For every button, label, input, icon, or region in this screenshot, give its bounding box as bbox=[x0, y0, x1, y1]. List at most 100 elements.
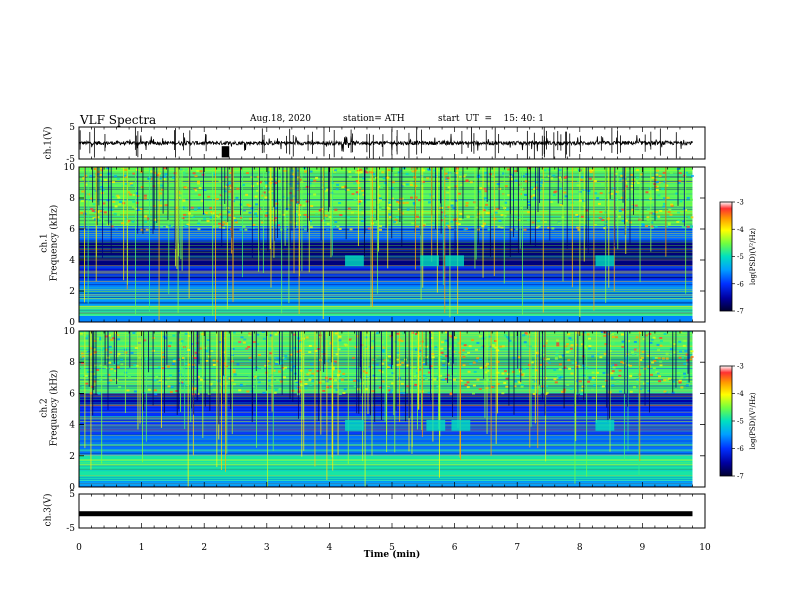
ch1-spectrogram-speckle bbox=[657, 215, 661, 218]
ch1-spectrogram-speckle bbox=[359, 199, 363, 202]
ch1-spectrogram-speckle bbox=[550, 177, 554, 180]
ch1-spectrogram-speckle bbox=[669, 213, 673, 216]
ch1-spectrogram-speckle bbox=[655, 189, 659, 192]
ch2-spectrogram-speckle bbox=[440, 341, 444, 344]
ch1-spectrogram-speckle bbox=[381, 171, 385, 174]
ch2-spectrogram-speckle bbox=[171, 363, 175, 366]
ch2-spectrogram-speckle bbox=[96, 365, 100, 368]
ch1-spectrogram-speckle bbox=[480, 217, 484, 220]
ch1-spectrogram-speckle bbox=[113, 212, 117, 215]
ch2-spectrogram-speckle bbox=[406, 385, 410, 388]
colorbar-ch2-tick-label: -3 bbox=[737, 363, 744, 371]
ch2-spectrogram-speckle bbox=[419, 370, 423, 373]
ch2-spectrogram-speckle bbox=[132, 331, 136, 334]
ch1-spectrogram-speckle bbox=[457, 222, 461, 225]
ch2-spectrogram-speckle bbox=[375, 332, 379, 335]
ch2-spectrogram-speckle bbox=[304, 340, 308, 343]
ch1-spectrogram-speckle bbox=[650, 226, 654, 229]
ch1-spectrogram-speckle bbox=[274, 199, 278, 202]
ch1-spectrogram-speckle bbox=[244, 228, 248, 231]
ch2-spectrogram-speckle bbox=[276, 357, 280, 360]
ch1-spectrogram-speckle bbox=[563, 176, 567, 179]
ch1-spectrogram-speckle bbox=[361, 189, 365, 192]
ch2-spectrogram-speckle bbox=[567, 333, 571, 336]
ch2-spectrogram-speckle bbox=[612, 364, 616, 367]
ch2-spectrogram-speckle bbox=[455, 389, 459, 392]
ch1-spectrogram-speckle bbox=[296, 201, 300, 204]
ch1-spectrogram-speckle bbox=[639, 173, 643, 176]
ch1-spectrogram-speckle bbox=[332, 168, 336, 171]
ch2-spectrogram-speckle bbox=[661, 357, 665, 360]
ch1-spectrogram-speckle bbox=[627, 198, 631, 201]
ch2-spectrogram-speckle bbox=[484, 336, 488, 339]
ch1-spectrogram-speckle bbox=[164, 173, 168, 176]
ch2-spectrogram-speckle bbox=[236, 363, 240, 366]
ch1-spectrogram-speckle bbox=[454, 199, 458, 202]
ch2-spectrogram-speckle bbox=[475, 359, 479, 362]
ch2-spectrogram-speckle bbox=[619, 390, 623, 393]
ch2-spectrogram-speckle bbox=[478, 358, 482, 361]
ch2-spectrogram-speckle bbox=[400, 382, 404, 385]
ch1-spectrogram-speckle bbox=[89, 175, 93, 178]
ch2-spectrogram-speckle bbox=[209, 382, 213, 385]
ch2-spectrogram-speckle bbox=[294, 380, 298, 383]
ch1-spectrogram-speckle bbox=[150, 170, 154, 173]
ch2-spectrogram-speckle bbox=[547, 361, 551, 364]
ch1-spectrogram-speckle bbox=[362, 177, 366, 180]
ch1-spectrogram-speckle bbox=[667, 211, 671, 214]
ch2-spectrogram-speckle bbox=[120, 358, 124, 361]
ch2-spectrogram-transient-band bbox=[595, 419, 615, 431]
ch1-spectrogram-speckle bbox=[264, 181, 268, 184]
ch2-spectrogram-speckle bbox=[343, 388, 347, 391]
ch2-spectrogram-speckle bbox=[620, 361, 624, 364]
ch1-spectrogram-speckle bbox=[477, 174, 481, 177]
ch1-spectrogram-speckle bbox=[585, 209, 589, 212]
ch2-spectrogram-speckle bbox=[173, 358, 177, 361]
ch2-spectrogram-speckle bbox=[80, 352, 84, 355]
ch2-spectrogram-speckle bbox=[510, 334, 514, 337]
ch2-spectrogram-speckle bbox=[338, 392, 342, 395]
ch1-spectrogram-speckle bbox=[646, 208, 650, 211]
ch2-spectrogram-speckle bbox=[190, 342, 194, 345]
ch1-spectrogram-speckle bbox=[289, 221, 293, 224]
ch1-spectrogram-speckle bbox=[487, 212, 491, 215]
ch2-spectrogram-speckle bbox=[447, 347, 451, 350]
ch2-spectrogram-speckle bbox=[289, 369, 293, 372]
ch2-spectrogram-speckle bbox=[86, 335, 90, 338]
ch1-spectrogram-panel: 0 2 4 6 8 10 bbox=[64, 163, 706, 328]
ch2-spectrogram-speckle bbox=[162, 356, 166, 359]
ch1-spectrogram-speckle bbox=[197, 207, 201, 210]
ch2-spectrogram-band bbox=[79, 393, 693, 406]
ch2-spectrogram-speckle bbox=[161, 367, 165, 370]
header-start-time: start UT = 15: 40: 1 bbox=[438, 114, 544, 124]
ch1-spectrogram-speckle bbox=[84, 174, 88, 177]
ch2-spectrogram-speckle bbox=[607, 362, 611, 365]
ch1-spectrogram-speckle bbox=[433, 169, 437, 172]
ch1-spectrogram-speckle bbox=[480, 211, 484, 214]
ch2-spectrogram-speckle bbox=[135, 364, 139, 367]
ch1-spec-ylabel-frequency: Frequency (kHz) bbox=[49, 204, 60, 282]
ch1-spectrogram-speckle bbox=[120, 222, 124, 225]
ch2-spectrogram-speckle bbox=[104, 335, 108, 338]
ch2-spectrogram-speckle bbox=[187, 349, 191, 352]
ch2-spectrogram-speckle bbox=[607, 333, 611, 336]
ch2-spectrogram-speckle bbox=[256, 376, 260, 379]
ch2-spectrogram-speckle bbox=[555, 350, 559, 353]
ch1-spectrogram-speckle bbox=[377, 194, 381, 197]
ch2-spectrogram-speckle bbox=[659, 364, 663, 367]
ch2-spectrogram-speckle bbox=[633, 348, 637, 351]
ch1-spectrogram-speckle bbox=[185, 225, 189, 228]
ch2-spectrogram-speckle bbox=[501, 372, 505, 375]
ch1-spectrogram-speckle bbox=[603, 227, 607, 230]
ch1-spectrogram-speckle bbox=[296, 202, 300, 205]
ch1-spectrogram-speckle bbox=[676, 221, 680, 224]
ch1-spectrogram-speckle bbox=[116, 177, 120, 180]
ch1-spectrogram-speckle bbox=[547, 175, 551, 178]
ch1-spectrogram-speckle bbox=[405, 201, 409, 204]
ch2-spectrogram-speckle bbox=[155, 376, 159, 379]
ch2-spectrogram-speckle bbox=[678, 340, 682, 343]
ch1-spectrogram-speckle bbox=[654, 185, 658, 188]
ch1-spectrogram-speckle bbox=[636, 182, 640, 185]
ch2-spectrogram-speckle bbox=[164, 382, 168, 385]
ch2-spectrogram-speckle bbox=[545, 385, 549, 388]
